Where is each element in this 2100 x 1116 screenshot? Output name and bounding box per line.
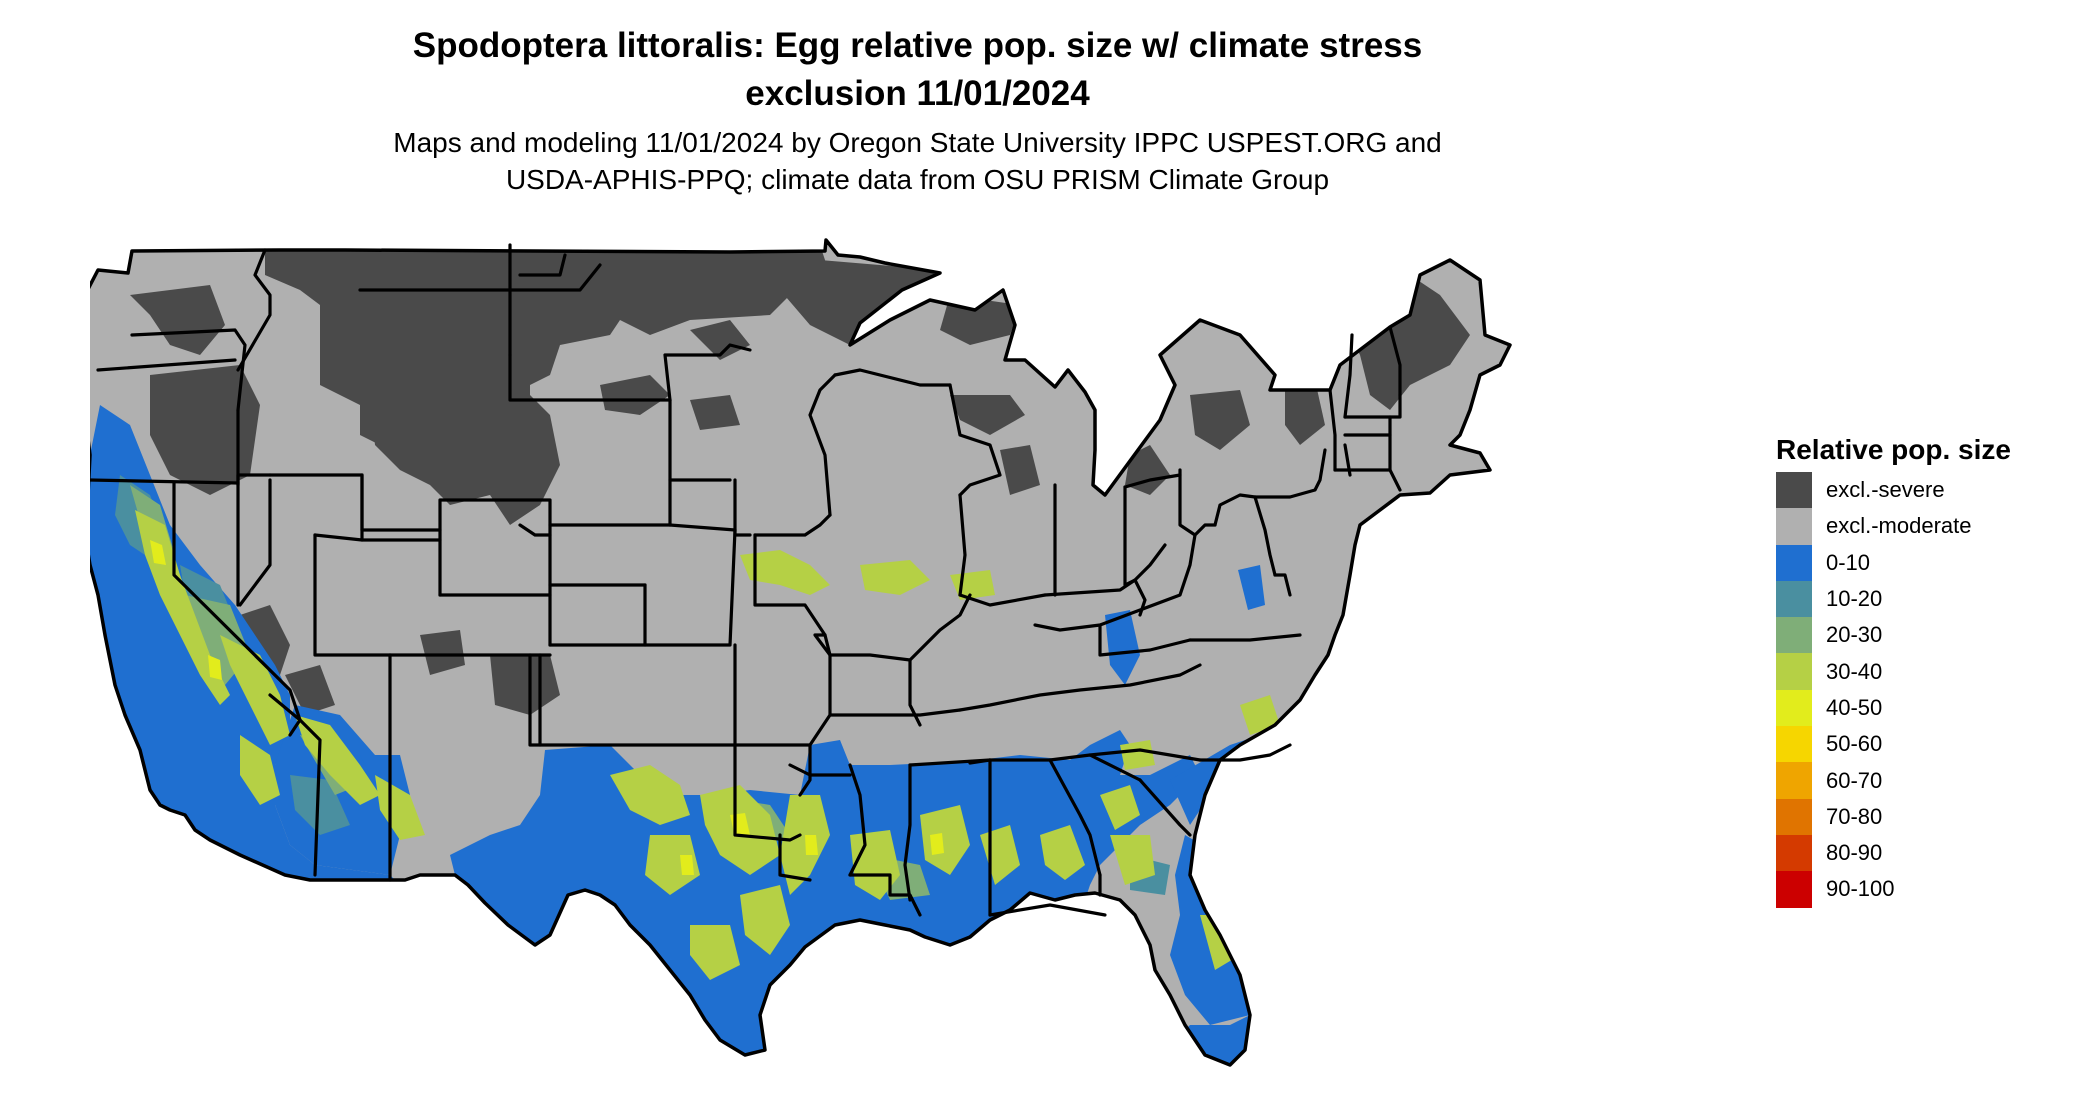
legend-entries: excl.-severe excl.-moderate 0-10 10-20 20-30… [1776,472,2076,908]
legend-item: 0-10 [1776,544,2076,581]
legend-swatch [1776,580,1812,618]
legend-item: 90-100 [1776,871,2076,908]
map-title-line-2: exclusion 11/01/2024 [745,74,1090,113]
legend-swatch [1776,617,1812,654]
legend-swatch [1776,653,1812,690]
legend-swatch [1776,871,1812,908]
legend-swatch [1776,689,1812,727]
legend-label: 40-50 [1826,694,1883,720]
legend-label: 0-10 [1826,549,1871,575]
map-subtitle-line-1: Maps and modeling 11/01/2024 by Oregon S… [393,127,1442,158]
us-map [90,238,1512,1067]
legend-label: 60-70 [1826,767,1883,793]
legend-swatch [1776,762,1812,799]
legend-item: 80-90 [1776,834,2076,872]
legend-label: 20-30 [1826,622,1883,648]
map-title-line-1: Spodoptera littoralis: Egg relative pop.… [412,26,1423,65]
legend-label: 70-80 [1826,803,1883,829]
legend-label: 90-100 [1826,876,1895,902]
legend-swatch [1776,798,1812,835]
legend-item: 40-50 [1776,689,2076,727]
legend-label: 10-20 [1826,586,1883,612]
legend-label: 30-40 [1826,658,1883,684]
legend-label: 50-60 [1826,731,1883,757]
legend-item: 30-40 [1776,653,2076,690]
legend-swatch [1776,508,1812,545]
legend-swatch [1776,726,1812,763]
legend-title: Relative pop. size [1776,434,2011,465]
legend-label: excl.-moderate [1826,513,1972,539]
map-legend: Relative pop. size excl.-severe excl.-mod… [1776,432,2076,908]
legend-label: 80-90 [1826,840,1883,866]
legend-label: excl.-severe [1826,477,1945,503]
legend-swatch [1776,834,1812,872]
legend-item: 10-20 [1776,580,2076,618]
map-title: Spodoptera littoralis: Egg relative pop.… [250,22,1585,118]
map-subtitle-line-2: USDA-APHIS-PPQ; climate data from OSU PR… [505,164,1330,195]
legend-swatch [1776,472,1812,509]
legend-item: 70-80 [1776,798,2076,835]
legend-item: 60-70 [1776,762,2076,799]
legend-item: 20-30 [1776,617,2076,654]
legend-swatch [1776,544,1812,581]
legend-item: excl.-moderate [1776,508,2076,545]
legend-item: 50-60 [1776,726,2076,763]
legend-item: excl.-severe [1776,472,2076,509]
map-subtitle: Maps and modeling 11/01/2024 by Oregon S… [250,124,1585,198]
